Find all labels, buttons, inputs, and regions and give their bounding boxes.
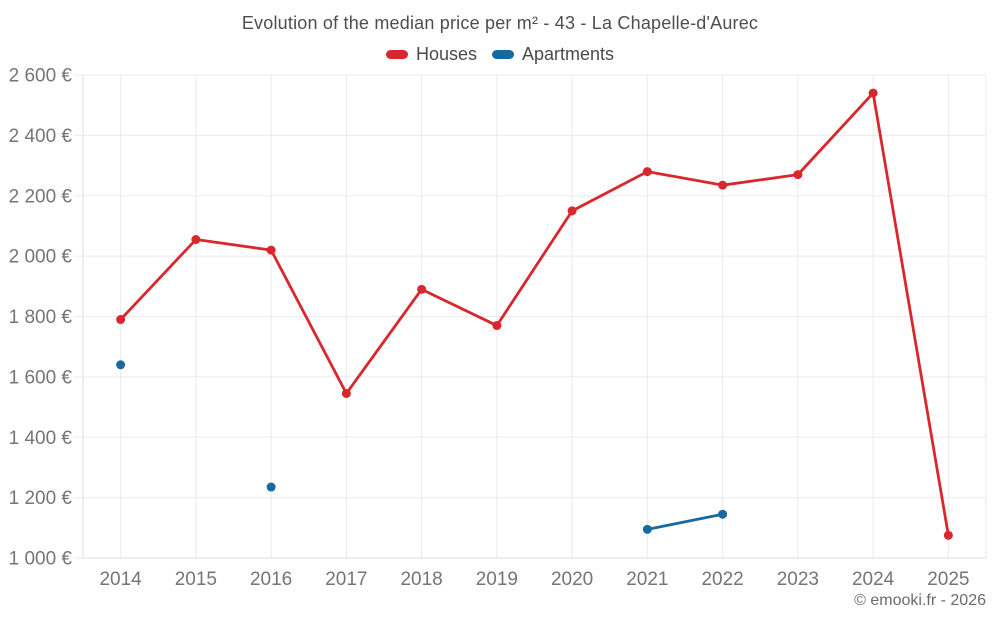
legend-item-houses[interactable]: Houses: [385, 44, 477, 65]
data-point-houses[interactable]: [567, 206, 577, 216]
data-point-houses[interactable]: [793, 170, 803, 180]
y-axis-tick-label: 1 000 €: [9, 549, 73, 570]
series-line-houses: [871, 91, 950, 537]
y-axis-tick-label: 2 200 €: [9, 186, 73, 207]
series-line-houses: [796, 91, 875, 177]
x-axis-tick-label: 2016: [250, 569, 292, 590]
y-axis-tick-label: 1 800 €: [9, 307, 73, 328]
data-point-apartments[interactable]: [266, 482, 276, 492]
series-line-houses: [645, 170, 725, 187]
y-axis-tick-label: 1 200 €: [9, 488, 73, 509]
x-axis-tick-label: 2019: [476, 569, 518, 590]
legend-item-apartments[interactable]: Apartments: [491, 44, 615, 65]
data-point-houses[interactable]: [116, 315, 126, 325]
y-axis-tick-label: 2 600 €: [9, 66, 73, 87]
y-axis-tick-label: 1 600 €: [9, 367, 73, 388]
series-line-apartments: [645, 512, 725, 531]
series-line-houses: [570, 170, 649, 213]
x-axis-tick-label: 2025: [927, 569, 969, 590]
x-axis-tick-label: 2022: [701, 569, 743, 590]
apartments-series-swatch-icon: [491, 50, 514, 59]
data-point-houses[interactable]: [266, 245, 276, 255]
x-axis-tick-label: 2023: [777, 569, 819, 590]
x-axis-tick-label: 2018: [400, 569, 442, 590]
y-axis-tick-label: 1 400 €: [9, 428, 73, 449]
series-line-houses: [194, 238, 273, 252]
y-axis-tick-label: 2 400 €: [9, 126, 73, 147]
series-line-houses: [269, 248, 348, 395]
data-point-apartments[interactable]: [116, 360, 126, 370]
data-point-houses[interactable]: [191, 235, 201, 245]
series-line-houses: [495, 209, 574, 327]
data-point-houses[interactable]: [341, 388, 351, 398]
x-axis-tick-label: 2024: [852, 569, 895, 590]
data-point-houses[interactable]: [868, 88, 878, 98]
y-axis-tick-label: 2 000 €: [9, 247, 73, 268]
legend-label-houses: Houses: [415, 44, 477, 64]
series-line-houses: [721, 173, 800, 187]
x-axis-tick-label: 2021: [626, 569, 668, 590]
chart-title: Evolution of the median price per m² - 4…: [241, 13, 759, 33]
x-axis-tick-label: 2014: [99, 569, 142, 590]
watermark-credit: © emooki.fr - 2026: [854, 592, 986, 609]
data-point-apartments[interactable]: [642, 524, 652, 534]
x-axis-tick-label: 2017: [325, 569, 367, 590]
legend-label-apartments: Apartments: [521, 44, 615, 64]
data-point-houses[interactable]: [642, 167, 652, 177]
x-axis-tick-label: 2020: [551, 569, 593, 590]
houses-series-swatch-icon: [385, 50, 408, 59]
x-axis-tick-label: 2015: [175, 569, 217, 590]
data-point-houses[interactable]: [943, 530, 953, 540]
series-line-houses: [420, 287, 499, 327]
chart-legend: Houses Apartments: [0, 44, 1000, 65]
data-point-houses[interactable]: [718, 180, 728, 190]
data-point-houses[interactable]: [417, 284, 427, 294]
data-point-houses[interactable]: [492, 321, 502, 331]
data-point-apartments[interactable]: [718, 509, 728, 519]
series-line-houses: [119, 238, 198, 321]
series-line-houses: [344, 287, 424, 395]
